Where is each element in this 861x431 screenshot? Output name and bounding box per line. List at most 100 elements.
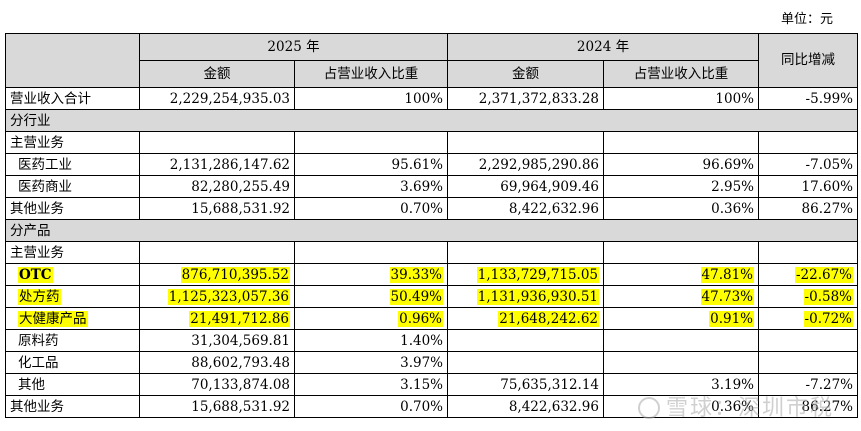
amount-2025: 2,131,286,147.62 — [139, 153, 295, 176]
row-label: 营业收入合计 — [5, 87, 140, 110]
amount-2024: 2,292,985,290.86 — [447, 153, 604, 176]
ratio-2025: 0.70% — [294, 197, 448, 220]
ratio-2024: 0.91% — [603, 307, 759, 330]
ratio-2025: 0.96% — [294, 307, 448, 330]
section-title: 分产品 — [5, 219, 858, 242]
yoy-change: -0.72% — [758, 307, 858, 330]
amount-2024: 2,371,372,833.28 — [447, 87, 604, 110]
yoy-change: -0.58% — [758, 285, 858, 308]
yoy-change — [758, 241, 858, 264]
ratio-2025: 3.97% — [294, 351, 448, 374]
amount-2025 — [139, 131, 295, 154]
ratio-2024: 47.73% — [603, 285, 759, 308]
amount-2025: 15,688,531.92 — [139, 197, 295, 220]
amount-2024 — [447, 241, 604, 264]
ratio-2025: 100% — [294, 87, 448, 110]
header-blank-cell — [5, 33, 140, 88]
yoy-change: -5.99% — [758, 87, 858, 110]
header-year-2024: 2024 年 — [447, 33, 759, 61]
highlight-mark: 0.91% — [709, 310, 754, 327]
ratio-2024: 47.81% — [603, 263, 759, 286]
row-label: 医药工业 — [5, 153, 140, 176]
highlight-mark: -0.72% — [803, 310, 853, 327]
ratio-2024 — [603, 241, 759, 264]
highlight-mark: 876,710,395.52 — [180, 266, 290, 283]
watermark: 雪球：深圳市税 — [638, 390, 834, 422]
amount-2024: 21,648,242.62 — [447, 307, 604, 330]
section-header-product: 分产品 — [5, 219, 858, 242]
amount-2025: 2,229,254,935.03 — [139, 87, 295, 110]
row-label: 其他业务 — [5, 197, 140, 220]
unit-label: 单位：元 — [780, 12, 833, 27]
table-row: 化工品 88,602,793.48 3.97% — [5, 351, 858, 374]
row-label: 医药商业 — [5, 175, 140, 198]
amount-2024: 1,133,729,715.05 — [447, 263, 604, 286]
header-amount-2025: 金额 — [139, 60, 295, 88]
table-row: 主营业务 — [5, 131, 858, 154]
amount-2025 — [139, 241, 295, 264]
yoy-change: 17.60% — [758, 175, 858, 198]
amount-2025: 21,491,712.86 — [139, 307, 295, 330]
table-row: 其他业务 15,688,531.92 0.70% 8,422,632.96 0.… — [5, 197, 858, 220]
ratio-2024 — [603, 351, 759, 374]
amount-2025: 876,710,395.52 — [139, 263, 295, 286]
table-row: 主营业务 — [5, 241, 858, 264]
amount-2025: 15,688,531.92 — [139, 395, 295, 418]
amount-2024: 1,131,936,930.51 — [447, 285, 604, 308]
ratio-2025: 3.15% — [294, 373, 448, 396]
ratio-2024: 2.95% — [603, 175, 759, 198]
highlight-mark: 1,125,323,057.36 — [167, 288, 290, 305]
ratio-2024: 96.69% — [603, 153, 759, 176]
amount-2025: 31,304,569.81 — [139, 329, 295, 352]
highlight-mark: 大健康产品 — [18, 310, 88, 327]
header-ratio-2025: 占营业收入比重 — [294, 60, 448, 88]
row-label: 主营业务 — [5, 131, 140, 154]
yoy-change: 86.27% — [758, 197, 858, 220]
yoy-change — [758, 351, 858, 374]
yoy-change — [758, 131, 858, 154]
header-year-2025: 2025 年 — [139, 33, 448, 61]
row-label: 其他业务 — [5, 395, 140, 418]
header-yoy: 同比增减 — [758, 33, 858, 88]
row-label: 大健康产品 — [5, 307, 140, 330]
header-row-metrics: 金额 占营业收入比重 金额 占营业收入比重 — [6, 60, 858, 88]
row-label: OTC — [5, 263, 140, 286]
table-row: 医药商业 82,280,255.49 3.69% 69,964,909.46 2… — [5, 175, 858, 198]
highlight-mark: 21,648,242.62 — [498, 310, 599, 327]
table-row-highlighted: OTC 876,710,395.52 39.33% 1,133,729,715.… — [5, 263, 858, 286]
table-row: 医药工业 2,131,286,147.62 95.61% 2,292,985,2… — [5, 153, 858, 176]
amount-2025: 88,602,793.48 — [139, 351, 295, 374]
ratio-2025: 95.61% — [294, 153, 448, 176]
highlight-mark: 21,491,712.86 — [189, 310, 290, 327]
ratio-2024 — [603, 131, 759, 154]
row-label: 主营业务 — [5, 241, 140, 264]
highlight-mark: 47.73% — [700, 288, 754, 305]
highlight-mark: 1,131,936,930.51 — [476, 288, 599, 305]
watermark-text: 雪球：深圳市税 — [666, 396, 835, 421]
amount-2025: 82,280,255.49 — [139, 175, 295, 198]
ratio-2024: 0.36% — [603, 197, 759, 220]
table-row-highlighted: 处方药 1,125,323,057.36 50.49% 1,131,936,93… — [5, 285, 858, 308]
yoy-change: 86.27% — [758, 395, 858, 418]
highlight-mark: 0.96% — [398, 310, 443, 327]
ratio-2025: 39.33% — [294, 263, 448, 286]
row-label: 化工品 — [5, 351, 140, 374]
highlight-mark: 1,133,729,715.05 — [476, 266, 599, 283]
header-amount-2024: 金额 — [447, 60, 604, 88]
yoy-change: -22.67% — [758, 263, 858, 286]
revenue-table: 2025 年 2024 年 同比增减 金额 占营业收入比重 金额 占营业收入比重… — [5, 33, 858, 418]
table-row: 其他业务 15,688,531.92 0.70% 8,422,632.96 0.… — [5, 395, 858, 418]
snowball-logo-icon — [638, 397, 660, 419]
row-label: 原料药 — [5, 329, 140, 352]
amount-2025: 1,125,323,057.36 — [139, 285, 295, 308]
amount-2024: 8,422,632.96 — [447, 197, 604, 220]
row-label: 其他 — [5, 373, 140, 396]
highlight-mark: 39.33% — [389, 266, 443, 283]
amount-2025: 70,133,874.08 — [139, 373, 295, 396]
yoy-change — [758, 329, 858, 352]
table-row: 原料药 31,304,569.81 1.40% — [5, 329, 858, 352]
ratio-2025 — [294, 131, 448, 154]
row-label: 处方药 — [5, 285, 140, 308]
ratio-2024: 100% — [603, 87, 759, 110]
table-row-highlighted: 大健康产品 21,491,712.86 0.96% 21,648,242.62 … — [5, 307, 858, 330]
